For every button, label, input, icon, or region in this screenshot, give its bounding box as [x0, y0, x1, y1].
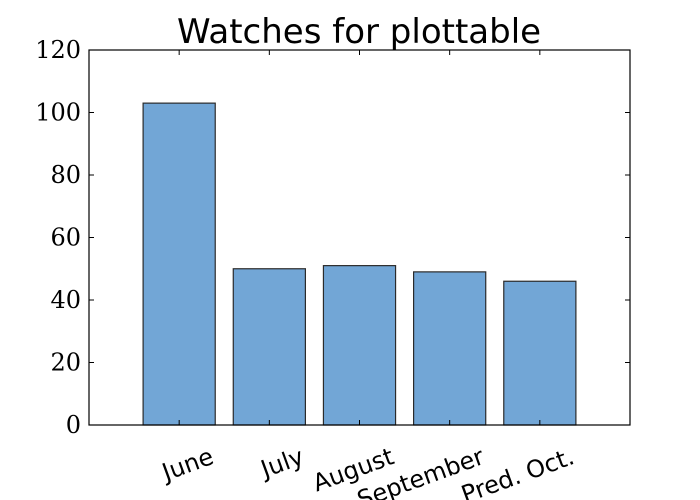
y-tick-label: 60	[50, 224, 81, 252]
bar-august	[322, 265, 397, 426]
bar-july	[232, 268, 306, 426]
bar-september	[413, 271, 487, 426]
bar-june	[142, 102, 216, 426]
chart-title: Watches for plottable	[177, 12, 541, 52]
y-tick-label: 40	[50, 286, 81, 314]
y-tick-label: 0	[66, 411, 81, 439]
plot-frame	[88, 49, 631, 426]
y-tick-label: 100	[35, 99, 81, 127]
bar-pred-oct	[503, 280, 577, 426]
bars-layer	[142, 102, 577, 426]
y-tick-label: 120	[35, 36, 81, 64]
y-tick-label: 80	[50, 161, 81, 189]
y-tick-label: 20	[50, 349, 81, 377]
